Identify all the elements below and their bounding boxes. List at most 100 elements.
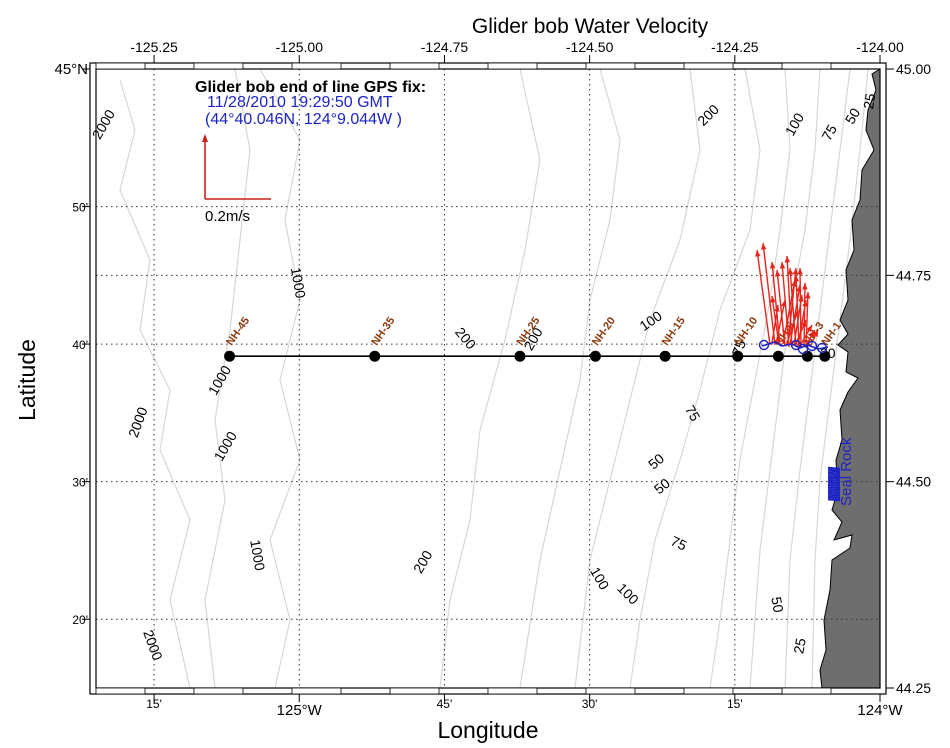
seal-rock-track: [827, 469, 841, 473]
velocity-arrow: [789, 267, 797, 348]
frame-checker: [95, 687, 146, 695]
frame-checker: [781, 687, 832, 695]
seal-rock-track: [827, 488, 841, 492]
contour-label: 75: [682, 402, 704, 424]
land-area: [819, 68, 881, 689]
glider-track: [758, 339, 841, 502]
contour-line: [519, 68, 621, 689]
left-tick-label: 40': [72, 338, 88, 352]
station-marker: [224, 350, 236, 362]
contour-line: [629, 68, 761, 689]
frame-checker: [389, 62, 440, 70]
frame-checker: [193, 62, 244, 70]
contour-label: 75: [818, 122, 840, 144]
left-tick-label: 45°N: [54, 61, 88, 78]
frame-checker: [683, 62, 734, 70]
station-label: NH-35: [369, 315, 397, 348]
seal-rock-track: [827, 498, 841, 502]
right-tick-label: 44.50: [896, 474, 931, 490]
gps-fix-heading: Glider bob end of line GPS fix:: [195, 79, 426, 96]
contour-label: 1000: [211, 428, 241, 463]
right-tick-label: 45.00: [896, 61, 931, 77]
velocity-arrow: [793, 294, 803, 346]
contour-label: 100: [587, 564, 613, 592]
y-axis-label: Latitude: [14, 339, 40, 421]
glider-fix-marker: [797, 343, 809, 355]
velocity-arrow: [776, 269, 786, 347]
velocity-arrowhead: [774, 270, 781, 277]
seal-rock-label: Seal Rock: [838, 437, 855, 506]
velocity-arrowhead: [798, 295, 804, 302]
top-tick-label: -124.75: [421, 39, 469, 55]
velocity-arrow: [805, 291, 809, 349]
frame-outer: [89, 62, 887, 695]
axis-tick-labels: -125.25 -125.00 -124.75 -124.50 -124.25 -124.…: [54, 39, 931, 719]
contour-label: 25: [790, 637, 808, 655]
coastline-land: [819, 68, 881, 689]
frame-checker: [585, 687, 636, 695]
frame-checker: [291, 62, 342, 70]
velocity-arrow: [756, 249, 771, 346]
station-marker: [659, 350, 671, 362]
bottom-tick-label: 124°W: [857, 702, 903, 719]
contour-label: 2000: [89, 107, 119, 142]
contour-label: 75: [668, 533, 689, 554]
contour-label: 50: [768, 596, 786, 614]
gps-fix-position: (44°40.046N, 124°9.044W ): [205, 111, 402, 128]
contour-label: 1000: [247, 538, 268, 572]
seal-rock-track: [827, 466, 841, 471]
velocity-arrow: [803, 282, 806, 348]
contour-label: 100: [636, 307, 664, 334]
velocity-arrowhead: [797, 268, 803, 275]
station-marker: [772, 350, 784, 362]
contour-line: [749, 68, 821, 689]
velocity-arrowhead: [787, 268, 794, 275]
station-label: NH-45: [224, 315, 252, 348]
contour-label: 100: [614, 580, 642, 608]
contour-label: 2000: [125, 405, 151, 440]
scale-arrow: [202, 134, 271, 200]
frame-checker: [585, 62, 636, 70]
graticule-grid: [96, 69, 880, 688]
velocity-arrowhead: [769, 262, 776, 269]
seal-rock-track: [827, 474, 841, 478]
contour-label: 25: [860, 92, 878, 110]
seal-rock-track: [827, 490, 841, 495]
right-tick-label: 44.75: [896, 267, 931, 283]
bottom-tick-label: 45': [437, 697, 453, 711]
velocity-arrowhead: [806, 325, 812, 332]
contour-label: 200: [452, 324, 479, 352]
seal-rock-track: [827, 478, 841, 483]
glider-fix-marker: [806, 340, 818, 352]
top-tick-label: -124.00: [856, 39, 904, 55]
bottom-tick-label: 125°W: [277, 702, 323, 719]
velocity-arrowhead: [761, 243, 767, 250]
contour-label: 1000: [205, 362, 235, 397]
top-tick-label: -124.25: [711, 39, 759, 55]
station-label: NH-20: [590, 315, 618, 348]
glider-fix-marker: [816, 342, 828, 354]
station-marker: [514, 350, 526, 362]
map-title: Glider bob Water Velocity: [472, 15, 709, 38]
seal-rock-track: [827, 486, 841, 490]
velocity-arrowhead: [796, 285, 802, 292]
frame-checker: [487, 62, 538, 70]
x-axis-label: Longitude: [437, 717, 538, 743]
bottom-tick-label: 15': [146, 697, 162, 711]
bottom-tick-label: 15': [727, 697, 743, 711]
velocity-arrowhead: [784, 256, 791, 263]
velocity-arrowhead: [802, 283, 808, 290]
velocity-arrow: [771, 295, 780, 346]
contour-label: 200: [694, 101, 722, 129]
glider-fix-marker: [758, 339, 770, 351]
right-tick-label: 44.25: [896, 680, 931, 696]
frame-checker: [781, 62, 832, 70]
velocity-arrowhead: [770, 296, 776, 303]
contour-line: [439, 68, 541, 689]
velocity-arrowhead: [793, 310, 799, 317]
contour-label: 50: [645, 450, 667, 472]
seal-rock-track: [827, 483, 841, 487]
contour-line: [204, 68, 251, 689]
